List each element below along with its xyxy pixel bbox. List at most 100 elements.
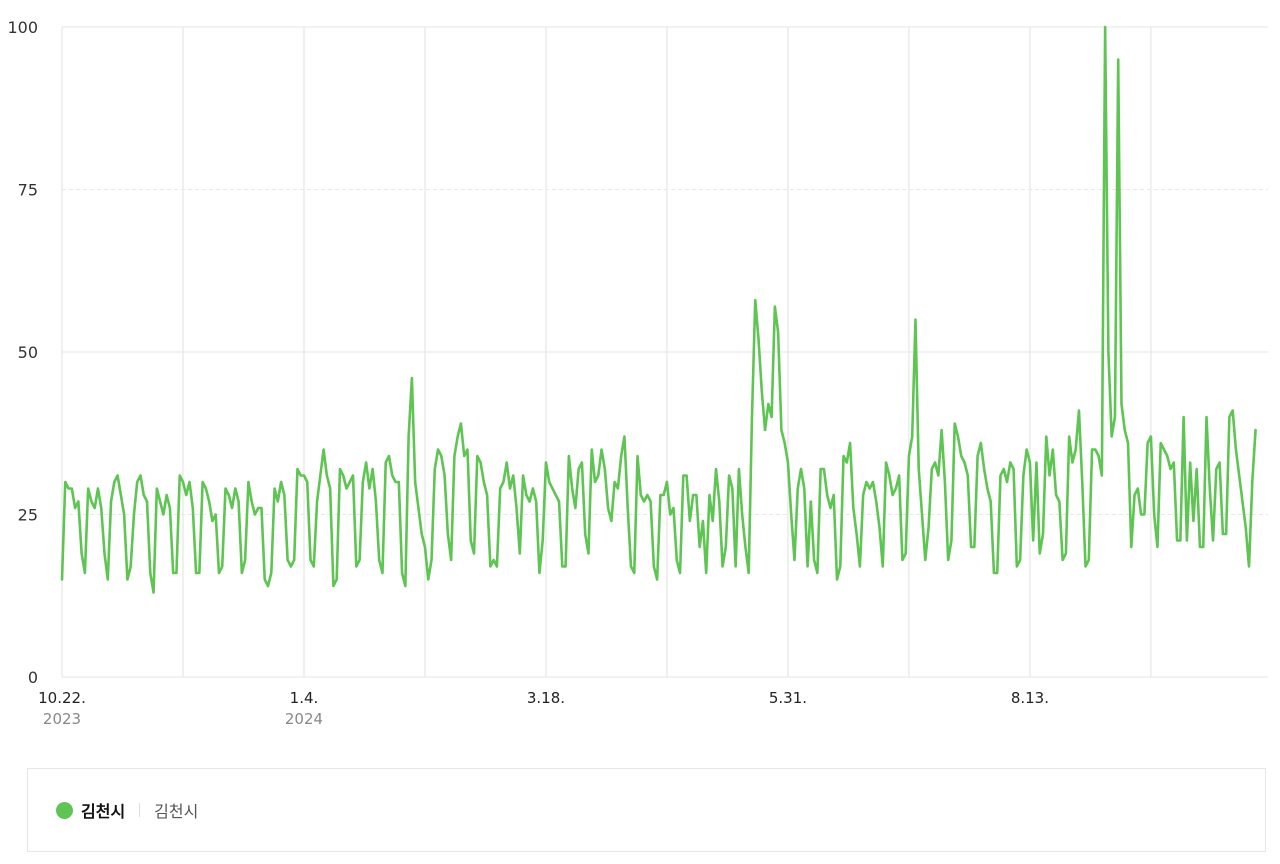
data-point [221,565,223,567]
data-point [149,572,151,574]
data-point [1022,474,1024,476]
data-point [440,455,442,457]
data-point [381,572,383,574]
data-point [662,494,664,496]
data-point [371,468,373,470]
data-point [581,461,583,463]
data-point [1231,409,1233,411]
data-point [80,552,82,554]
data-point [136,481,138,483]
data-point [192,507,194,509]
data-point [201,481,203,483]
data-point [329,487,331,489]
data-point [1166,455,1168,457]
data-point [613,481,615,483]
data-point [447,533,449,535]
legend-item[interactable]: 김천시 김천시 [56,799,198,821]
data-point [911,435,913,437]
data-point [617,487,619,489]
data-point [1173,461,1175,463]
data-point [1182,416,1184,418]
y-tick-label: 50 [18,343,38,362]
data-point [401,572,403,574]
data-point [116,474,118,476]
data-point [417,507,419,509]
data-point [829,507,831,509]
data-point [84,572,86,574]
data-point [757,338,759,340]
data-point [421,533,423,535]
data-point [528,500,530,502]
data-point [885,461,887,463]
data-point [568,455,570,457]
data-point [797,487,799,489]
data-point [228,494,230,496]
data-point [1052,448,1054,450]
data-point [1107,351,1109,353]
data-point [1061,559,1063,561]
data-point [940,429,942,431]
data-point [489,565,491,567]
data-point [653,565,655,567]
data-point [120,494,122,496]
data-point [1029,461,1031,463]
data-point [362,481,364,483]
x-axis-ticks: 10.22. 2023 1.4. 2024 3.18. 5.31. 8.13. [38,689,1049,728]
data-point [182,481,184,483]
data-point [411,377,413,379]
data-point [254,513,256,515]
data-point [708,494,710,496]
data-point [983,468,985,470]
data-point [1156,546,1158,548]
data-point [636,455,638,457]
data-point [260,507,262,509]
data-point [214,513,216,515]
data-point [1124,429,1126,431]
data-point [787,461,789,463]
data-point [767,403,769,405]
data-point [545,461,547,463]
data-point [800,468,802,470]
data-point [152,591,154,593]
legend-color-dot [56,801,73,819]
data-point [365,461,367,463]
data-point [172,572,174,574]
data-point [456,435,458,437]
data-point [375,500,377,502]
data-point [509,487,511,489]
data-point [852,507,854,509]
data-point [306,481,308,483]
data-point [627,507,629,509]
data-point [349,481,351,483]
data-point [548,481,550,483]
data-point [159,500,161,502]
data-point [859,565,861,567]
data-point [1114,416,1116,418]
data-point [1084,565,1086,567]
data-point [649,500,651,502]
data-point [541,539,543,541]
data-point [335,578,337,580]
data-point [156,487,158,489]
data-point [535,500,537,502]
data-point [594,481,596,483]
x-tick-year-label: 2023 [43,710,81,728]
data-point [685,474,687,476]
data-point [646,494,648,496]
data-point [388,455,390,457]
data-point [1218,461,1220,463]
data-point [385,461,387,463]
data-point [1163,448,1165,450]
data-point [398,481,400,483]
data-point [770,416,772,418]
data-point [692,494,694,496]
data-point [1133,494,1135,496]
data-point [741,513,743,515]
data-point [898,474,900,476]
data-point [669,513,671,515]
data-point [957,435,959,437]
data-point [1176,539,1178,541]
data-point [218,572,220,574]
data-point [358,559,360,561]
data-point [810,500,812,502]
